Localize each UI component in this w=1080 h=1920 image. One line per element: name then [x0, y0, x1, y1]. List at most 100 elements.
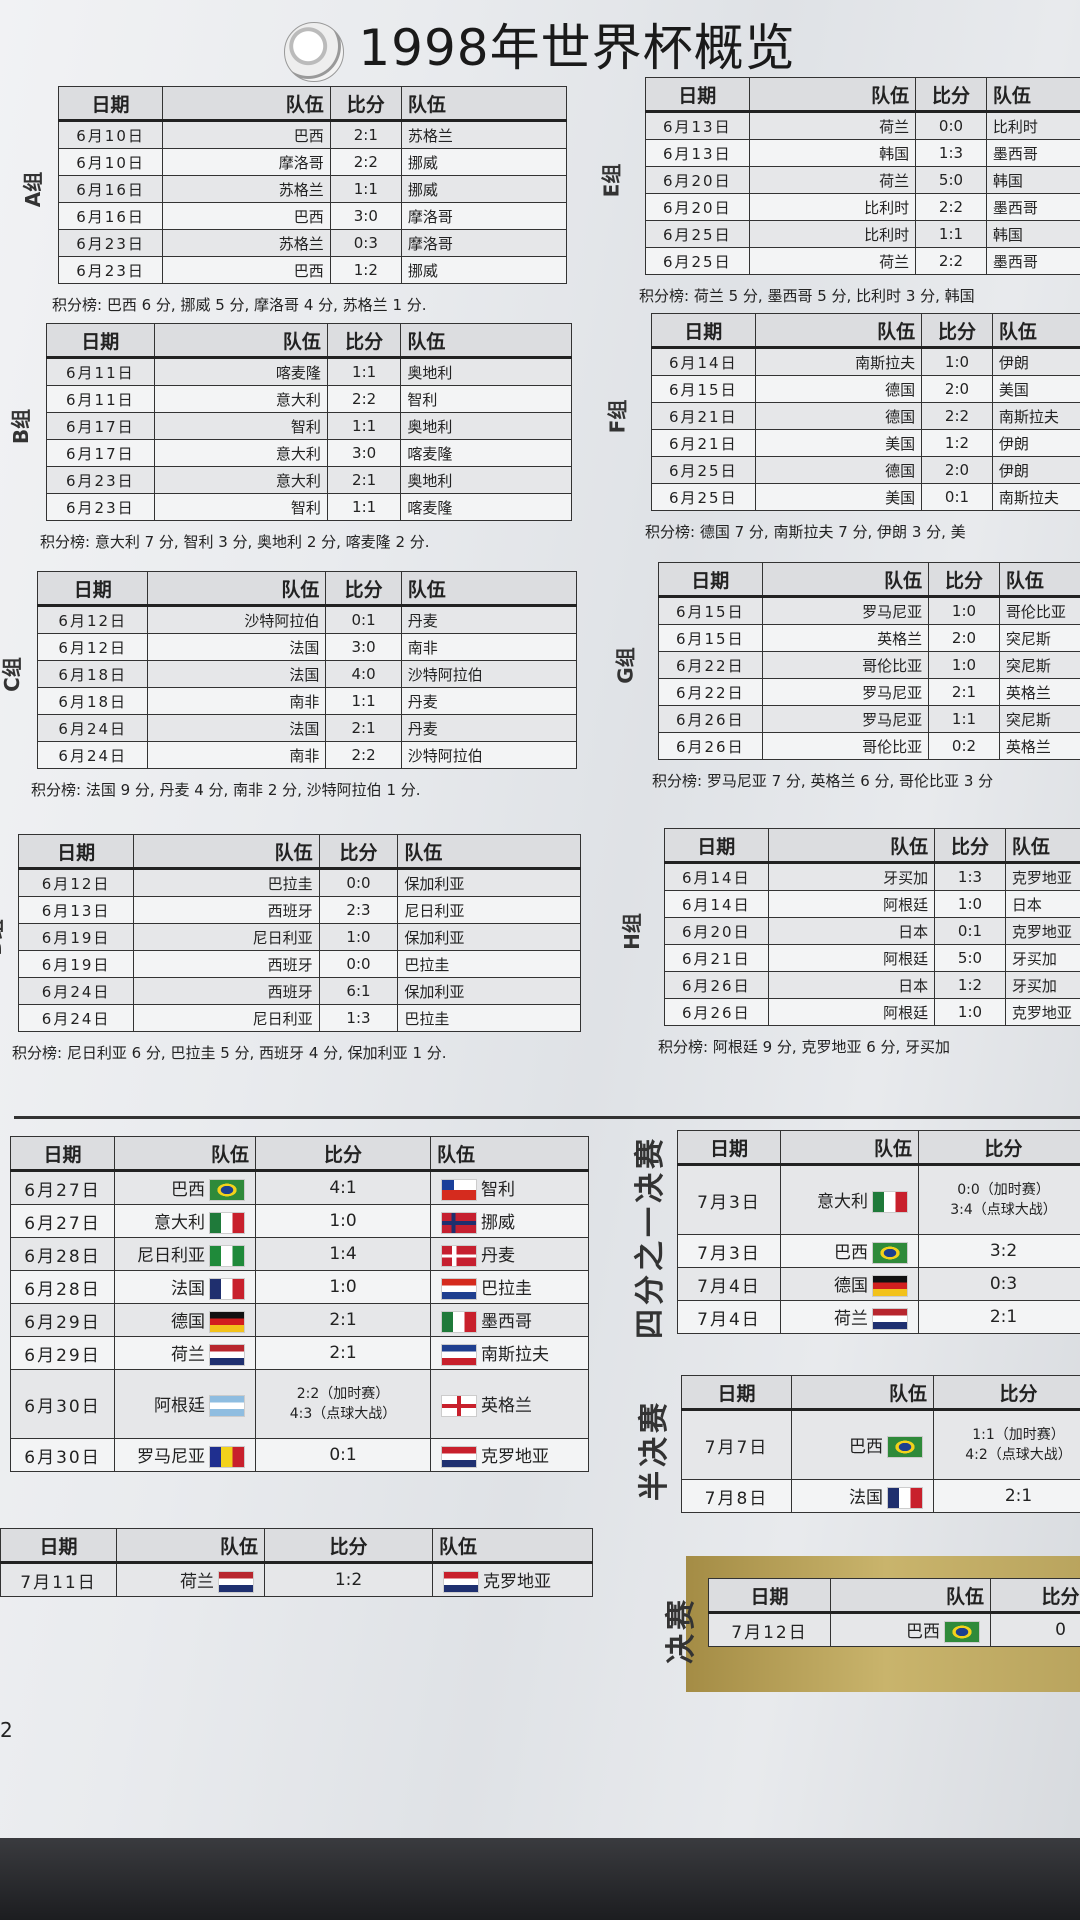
paraguay-flag-icon: [441, 1278, 477, 1300]
match-date: 6月25日: [651, 456, 756, 484]
match-score: 1:0: [255, 1204, 431, 1238]
group-label: C组: [0, 657, 24, 692]
away-team: 伊朗: [991, 456, 1080, 484]
header-row: 日期队伍比分队伍: [645, 77, 1080, 113]
match-date: 6月13日: [645, 111, 750, 140]
home-team-name: 荷兰: [180, 1572, 214, 1592]
score: 1:1（加时赛）: [972, 1427, 1065, 1443]
match-row: 6月17日 智利 1:1 奥地利: [46, 412, 572, 440]
away-team: 伊朗: [991, 429, 1080, 457]
final-label: 决赛: [664, 1596, 699, 1664]
match-row: 6月13日 西班牙 2:3 尼日利亚: [17, 896, 581, 924]
home-team: 喀麦隆: [153, 357, 328, 386]
group-table: 日期 队伍 比分 队伍 6月12日 巴拉圭 0:0 保加利亚 6月13日 西班牙 2:3 尼日利亚 6月…: [17, 834, 581, 1032]
score: 2:2（加时赛）: [296, 1386, 390, 1402]
croatia-flag-icon: [441, 1446, 477, 1468]
home-team-name: 巴西: [906, 1622, 940, 1642]
match-row: 6月28日 尼日利亚 1:4 丹麦: [10, 1237, 589, 1271]
home-team: 法国: [791, 1479, 934, 1513]
match-row: 6月23日 苏格兰 0:3 摩洛哥: [57, 229, 567, 257]
match-date: 6月28日: [10, 1270, 115, 1304]
match-date: 6月30日: [10, 1438, 115, 1472]
semi-finals-table: 日期队伍比分队伍7月7日 巴西 1:1（加时赛） 4:2（点球大战） 7月8日 法国 2:1: [681, 1375, 1080, 1513]
match-score: 1:0: [928, 651, 1000, 679]
match-row: 6月19日 尼日利亚 1:0 保加利亚: [17, 923, 581, 951]
home-team-name: 意大利: [154, 1213, 205, 1233]
match-date: 6月19日: [17, 923, 135, 951]
away-team: 丹麦: [430, 1237, 589, 1271]
match-row: 6月18日 法国 4:0 沙特阿拉伯: [36, 660, 577, 688]
home-team: 阿根廷: [114, 1369, 256, 1439]
home-team: 荷兰: [780, 1300, 919, 1334]
quarter-finals-label: 四分之一决赛: [633, 1135, 668, 1339]
away-team: 克罗地亚: [432, 1562, 593, 1597]
score: 1:2: [334, 1570, 363, 1590]
group-label: E组: [599, 163, 624, 198]
header-row: 日期队伍比分队伍: [57, 86, 567, 122]
column-header: 队伍: [998, 562, 1080, 598]
home-team: 摩洛哥: [162, 148, 331, 176]
away-team-name: 南斯拉夫: [481, 1345, 549, 1365]
header-row: 日期队伍比分队伍: [658, 562, 1080, 598]
home-team: 罗马尼亚: [761, 705, 930, 733]
away-team: 智利: [430, 1170, 589, 1205]
column-header: 日期: [664, 828, 769, 864]
match-row: 6月20日 荷兰 5:0 韩国: [645, 166, 1080, 194]
column-header: 比分: [326, 323, 402, 359]
match-row: 6月24日 法国 2:1 丹麦: [36, 714, 577, 742]
home-team: 日本: [767, 971, 936, 999]
away-team: 墨西哥: [985, 247, 1080, 275]
match-row: 7月3日 巴西 3:2: [677, 1234, 1080, 1268]
match-score: 1:1: [928, 705, 1000, 733]
page-title: 1998年世界杯概览: [0, 8, 1080, 82]
match-score: 4:1: [255, 1170, 431, 1205]
group-label: H组: [619, 913, 644, 950]
match-row: 7月4日 德国 0:3: [677, 1267, 1080, 1301]
match-row: 6月27日 意大利 1:0 挪威: [10, 1204, 589, 1238]
match-score: 3:2: [918, 1234, 1080, 1268]
match-row: 6月26日 哥伦比亚 0:2 英格兰: [658, 732, 1080, 760]
match-score: 2:2: [915, 193, 987, 221]
match-row: 6月12日 沙特阿拉伯 0:1 丹麦: [36, 605, 577, 634]
away-team: 保加利亚: [397, 977, 581, 1005]
away-team: 巴拉圭: [397, 950, 581, 978]
match-date: 6月20日: [664, 917, 769, 945]
match-row: 6月26日 日本 1:2 牙买加: [664, 971, 1080, 999]
away-team: 摩洛哥: [400, 202, 567, 230]
away-team: 喀麦隆: [400, 493, 572, 521]
home-team: 美国: [754, 429, 923, 457]
match-score: 2:1: [329, 120, 402, 149]
home-team: 荷兰: [114, 1336, 256, 1370]
round-of-16-table: 日期 队伍 比分 队伍 6月27日 巴西 4:1 智利 6月27日 意大利 1:0 挪威 6月28日 尼日…: [10, 1136, 589, 1472]
column-header: 日期: [681, 1375, 792, 1411]
away-team: 克罗地亚: [1004, 862, 1080, 891]
home-team: 苏格兰: [162, 175, 331, 203]
home-team-name: 荷兰: [171, 1345, 205, 1365]
group-standings: 积分榜: 荷兰 5 分, 墨西哥 5 分, 比利时 3 分, 韩国: [639, 287, 975, 305]
match-row: 7月4日 荷兰 2:1: [677, 1300, 1080, 1334]
header-row: 日期队伍比分队伍: [0, 1528, 593, 1564]
match-score: 3:0: [325, 633, 402, 661]
column-header: 队伍: [767, 828, 936, 864]
away-team: 韩国: [985, 166, 1080, 194]
away-team: 伊朗: [991, 347, 1080, 376]
home-team: 比利时: [748, 193, 917, 221]
away-team-name: 克罗地亚: [483, 1572, 551, 1592]
france-flag-icon: [209, 1278, 245, 1300]
match-score: 0:0: [318, 868, 399, 897]
home-team-name: 罗马尼亚: [137, 1447, 205, 1467]
header-row: 日期队伍比分队伍: [651, 313, 1080, 349]
group-standings: 积分榜: 意大利 7 分, 智利 3 分, 奥地利 2 分, 喀麦隆 2 分.: [40, 533, 430, 551]
page-number: 2: [0, 1718, 13, 1742]
match-score: 5:0: [915, 166, 987, 194]
match-date: 6月26日: [664, 998, 769, 1026]
match-score: 2:0: [921, 375, 993, 403]
home-team: 尼日利亚: [114, 1237, 256, 1271]
match-row: 6月11日 喀麦隆 1:1 奥地利: [46, 357, 572, 386]
match-row: 6月11日 意大利 2:2 智利: [46, 385, 572, 413]
home-team: 德国: [754, 402, 923, 430]
match-row: 6月23日 巴西 1:2 挪威: [57, 256, 567, 284]
away-team: 英格兰: [430, 1369, 589, 1439]
group-label: B组: [9, 408, 34, 445]
